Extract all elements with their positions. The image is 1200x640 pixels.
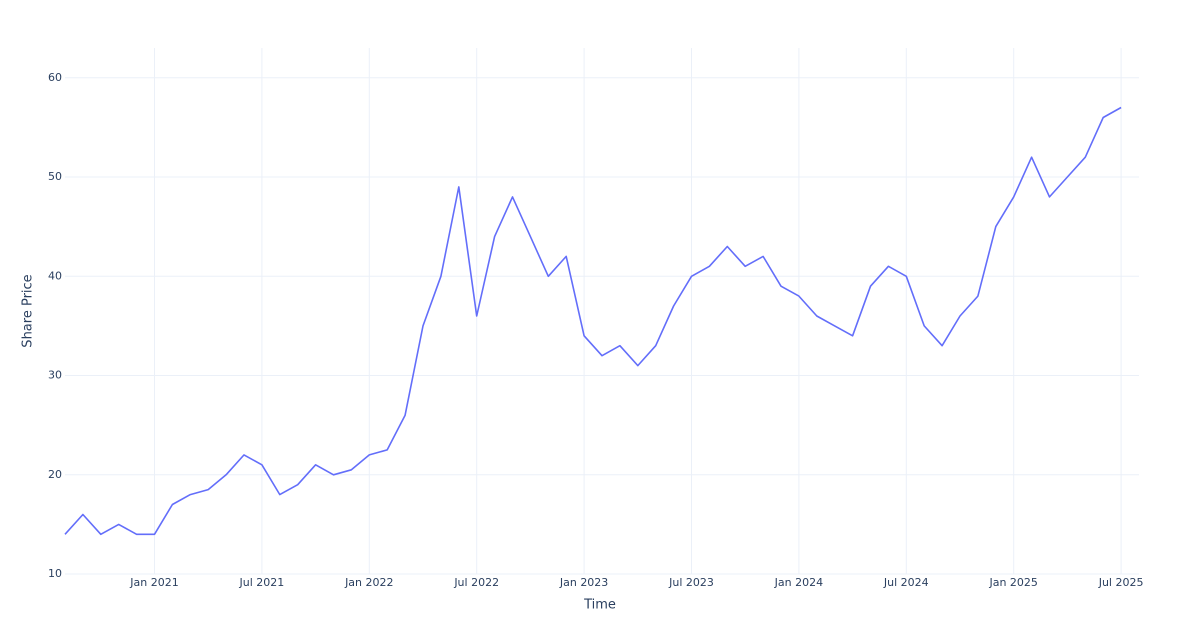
x-tick-label: Jan 2025 <box>988 576 1037 589</box>
x-tick-label: Jul 2022 <box>453 576 499 589</box>
y-axis-title: Share Price <box>21 274 36 347</box>
y-tick-label: 30 <box>48 369 62 382</box>
y-tick-label: 40 <box>48 269 62 282</box>
x-tick-label: Jul 2025 <box>1098 576 1144 589</box>
x-tick-label: Jul 2021 <box>239 576 285 589</box>
x-tick-label: Jan 2024 <box>774 576 823 589</box>
y-tick-label: 50 <box>48 170 62 183</box>
x-tick-label: Jul 2023 <box>668 576 714 589</box>
x-tick-label: Jul 2024 <box>883 576 929 589</box>
y-tick-label: 60 <box>48 71 62 84</box>
x-tick-label: Jan 2023 <box>559 576 608 589</box>
x-axis-title: Time <box>583 598 616 613</box>
x-tick-label: Jan 2022 <box>344 576 393 589</box>
x-tick-label: Jan 2021 <box>129 576 178 589</box>
y-tick-label: 10 <box>48 567 62 580</box>
y-tick-label: 20 <box>48 468 62 481</box>
price-line <box>64 106 1122 536</box>
